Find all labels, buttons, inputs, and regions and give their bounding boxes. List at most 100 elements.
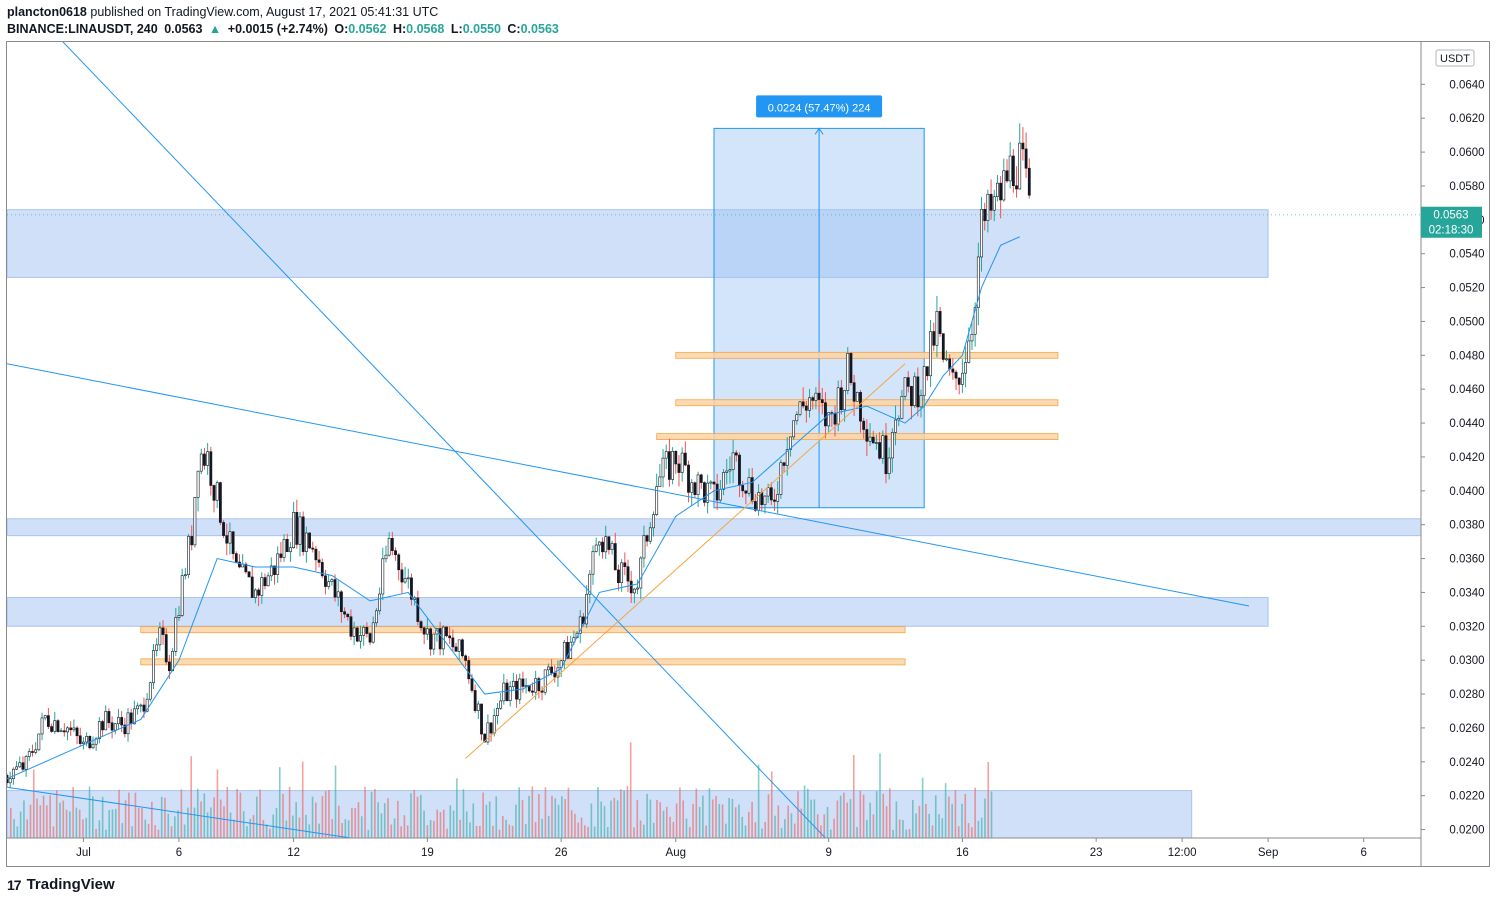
candle-body [473,690,477,711]
volume-bar [702,795,704,838]
candle-body [610,543,614,550]
volume-bar [872,814,875,838]
volume-bar [816,814,819,838]
volume-bar [964,793,967,838]
candle-body [394,550,397,556]
price-tick-label: 0.0320 [1449,621,1484,633]
candle-body [964,362,967,374]
volume-bar [462,789,465,838]
volume-bar [360,816,363,838]
symbol-name[interactable]: BINANCE:LINAUSDT, 240 [7,22,158,36]
high-value: 0.0568 [406,22,445,36]
volume-bar [436,809,438,838]
low-label: L: [450,22,463,36]
volume-bar [403,815,406,838]
candle-body [429,628,432,650]
volume-bar [898,819,901,838]
volume-bar [541,818,543,838]
volume-bar [397,800,399,838]
candle-body [365,626,369,634]
candle-body [703,482,706,503]
volume-bar [761,828,763,838]
price-tick-label: 0.0600 [1449,147,1484,159]
candle-body [976,256,980,308]
price-tick-label: 0.0340 [1449,587,1484,599]
candle-body [266,575,270,587]
volume-bar [32,769,35,838]
volume-bar [711,799,714,838]
candle-body [24,756,28,770]
volume-bar [639,820,642,838]
time-tick-label: 12 [287,847,300,859]
volume-bar [305,814,307,838]
candle-body [53,720,57,732]
volume-bar [141,808,143,838]
volume-bar [131,826,133,838]
volume-bar [938,814,940,838]
candle-body [486,722,490,743]
volume-bar [285,820,288,838]
candle-body [47,715,50,727]
candle-body [639,557,643,589]
volume-bar [292,815,294,838]
candle-body [973,307,977,335]
volume-bar [85,817,88,838]
candle-body [113,723,117,731]
candle-body [120,717,124,726]
volume-bar [341,822,343,838]
candle-body [734,452,738,456]
candle-body [183,574,187,577]
candle-body [626,566,630,582]
candle-body [785,449,789,466]
candle-body [766,487,770,497]
support-line-4 [656,433,1059,441]
candle-body [906,377,910,387]
volume-bar [498,829,501,838]
volume-bar [770,771,773,838]
candle-body [56,720,60,732]
measure-label: 0.0224 (57.47%) 224 [756,95,883,118]
candle-body [925,366,929,377]
candle-body [1015,185,1018,190]
volume-bar [879,753,881,838]
volume-bar [718,803,721,838]
volume-bar [590,803,593,838]
volume-bar [528,795,530,838]
candle-body [878,442,882,459]
candle-body [244,563,248,573]
volume-bar [849,798,852,838]
volume-bar [167,813,170,838]
candle-body [922,366,926,396]
candle-body [728,469,732,472]
volume-bar [748,811,750,838]
candle-body [645,535,649,542]
candle-body [629,580,633,594]
volume-bar [174,816,176,838]
volume-bar [744,825,747,838]
tradingview-brand[interactable]: TradingView [26,876,115,893]
volume-bar [534,822,537,838]
tradingview-logo-icon: 17 [7,876,22,893]
candle-body [868,436,872,442]
candle-body [384,554,388,560]
volume-bar [357,802,360,838]
volume-bar [593,826,596,838]
candle-body [617,569,620,584]
candle-body [859,392,862,422]
publisher-name[interactable]: plancton0618 [7,5,87,19]
candle-body [69,727,73,731]
volume-bar [233,819,235,838]
volume-bar [72,787,74,838]
candle-body [454,646,458,652]
support-line-0 [140,626,906,634]
volume-bar [252,815,255,838]
candle-body [961,372,964,385]
volume-bar [613,797,616,838]
candle-body [932,331,936,346]
volume-bar [278,767,281,838]
volume-bar [265,824,268,838]
candle-body [397,554,401,571]
price-tick-label: 0.0240 [1449,757,1484,769]
candle-body [381,558,385,595]
